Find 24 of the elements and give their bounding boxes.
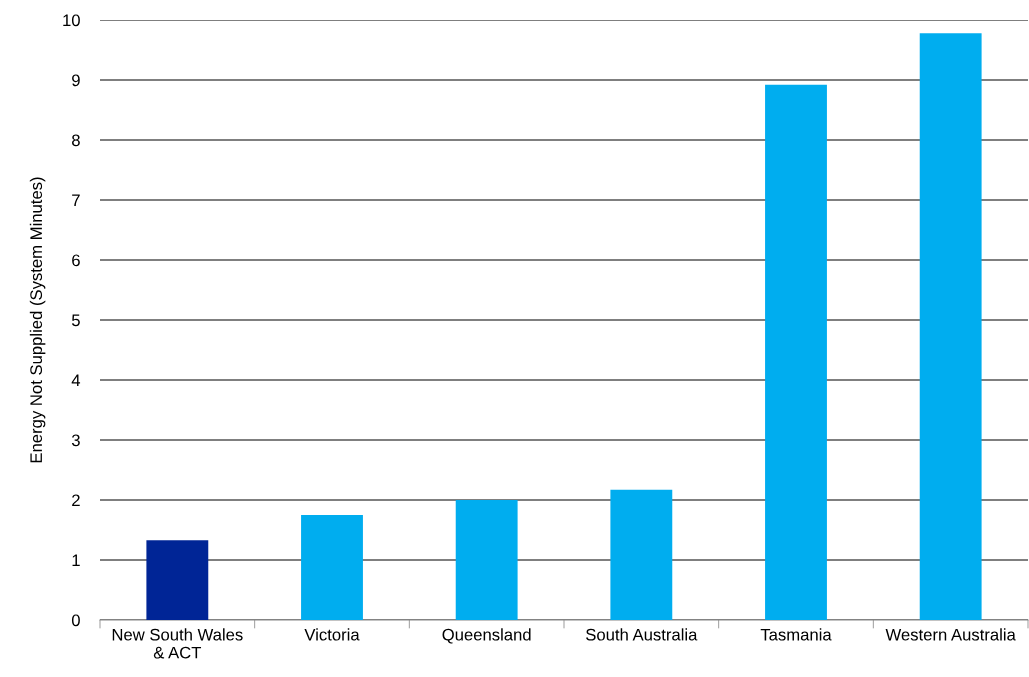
y-tick-label: 7: [72, 194, 80, 207]
bar: [765, 84, 827, 620]
y-tick-label: 6: [72, 254, 80, 267]
x-tick-label: New South Wales & ACT: [112, 628, 243, 659]
y-tick-label: 1: [72, 554, 80, 567]
bar: [301, 515, 363, 620]
y-tick-label: 10: [63, 14, 80, 27]
x-tick-label: Western Australia: [885, 628, 1016, 641]
y-tick-label: 3: [71, 434, 80, 447]
bar: [610, 489, 673, 620]
y-tick-label: 9: [72, 74, 80, 87]
x-tick-label: South Australia: [586, 628, 698, 641]
y-tick-label: 5: [71, 314, 80, 327]
y-tick-label: 8: [72, 134, 80, 147]
y-tick-label: 0: [71, 614, 80, 627]
x-tick-label: Queensland: [442, 628, 531, 644]
bar: [919, 33, 982, 620]
y-axis-title: Energy Not Supplied (System Minutes): [29, 177, 46, 463]
y-tick-label: 4: [71, 374, 81, 387]
bar: [146, 540, 209, 620]
x-tick-label: Victoria: [304, 628, 360, 641]
bar: [455, 500, 518, 620]
x-tick-label: Tasmania: [760, 628, 832, 641]
y-tick-label: 2: [72, 494, 80, 507]
